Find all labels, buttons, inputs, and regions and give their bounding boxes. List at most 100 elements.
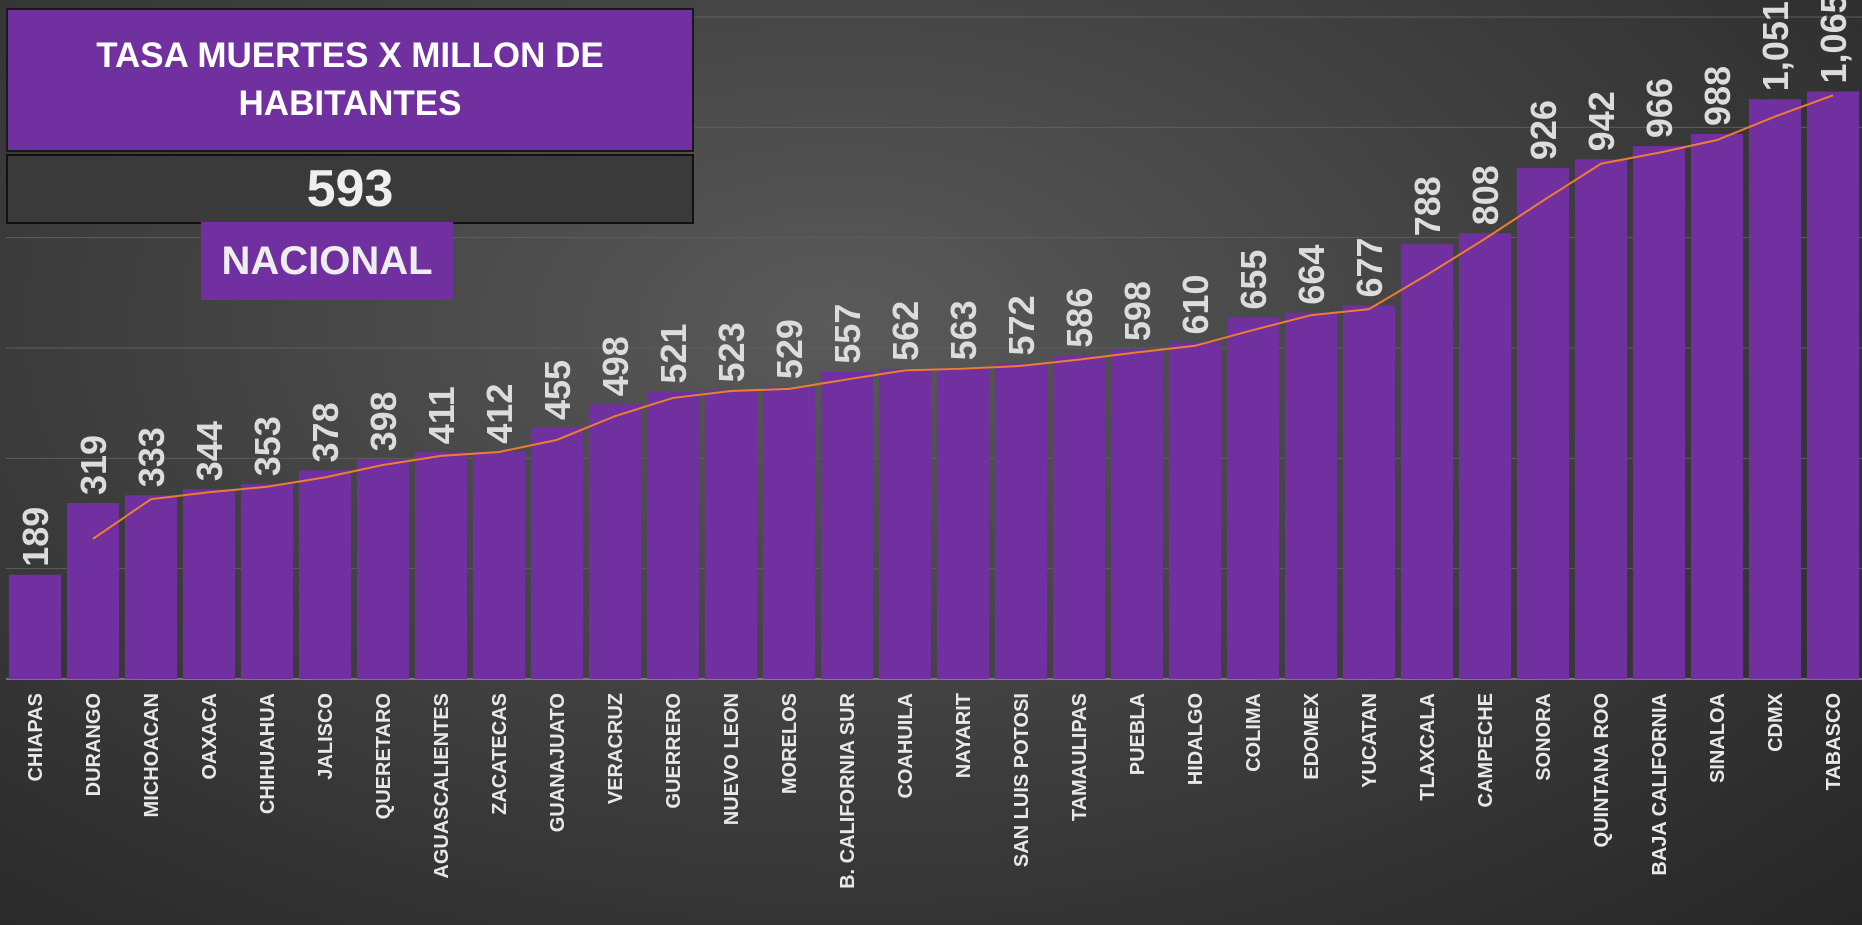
value-label: 189 — [15, 507, 56, 567]
value-label: 677 — [1349, 237, 1390, 297]
bar — [1806, 91, 1860, 680]
value-label: 808 — [1465, 165, 1506, 225]
value-label: 455 — [537, 360, 578, 420]
trend-line — [92, 94, 1834, 540]
bar — [298, 470, 352, 679]
x-tick-label: MORELOS — [779, 693, 801, 794]
bar — [1400, 244, 1454, 679]
value-label: 966 — [1639, 78, 1680, 138]
bar — [1574, 159, 1628, 679]
bar — [762, 387, 816, 679]
value-label: 521 — [653, 324, 694, 384]
bar — [124, 495, 178, 679]
bar — [1226, 317, 1280, 679]
bar — [66, 503, 120, 679]
national-value: 593 — [6, 154, 694, 224]
value-label: 1,051 — [1755, 1, 1796, 91]
value-label: 398 — [363, 391, 404, 451]
x-tick-label: TABASCO — [1823, 693, 1845, 790]
chart-title: TASA MUERTES X MILLON DE HABITANTES — [6, 8, 694, 152]
value-label: 788 — [1407, 176, 1448, 236]
x-tick-label: SINALOA — [1707, 693, 1729, 783]
x-tick-label: COLIMA — [1243, 693, 1265, 772]
national-label: NACIONAL — [201, 222, 453, 300]
x-tick-label: CHIHUAHUA — [257, 693, 279, 814]
bar — [1052, 355, 1106, 679]
bar — [1342, 305, 1396, 679]
x-tick-label: CAMPECHE — [1475, 693, 1497, 807]
x-tick-label: SONORA — [1533, 693, 1555, 781]
bar — [1458, 233, 1512, 679]
bar — [1632, 146, 1686, 680]
x-tick-label: NAYARIT — [953, 693, 975, 778]
x-tick-label: DURANGO — [83, 693, 105, 796]
bar — [530, 427, 584, 679]
x-tick-label: GUANAJUATO — [547, 693, 569, 832]
x-tick-label: NUEVO LEON — [721, 693, 743, 825]
bar — [356, 459, 410, 679]
value-label: 378 — [305, 402, 346, 462]
value-label: 557 — [827, 304, 868, 364]
x-tick-label: OAXACA — [199, 693, 221, 780]
bar — [704, 390, 758, 679]
bar — [994, 363, 1048, 679]
value-label: 523 — [711, 322, 752, 382]
x-tick-label: ZACATECAS — [489, 693, 511, 815]
bar — [878, 368, 932, 679]
x-tick-label: HIDALGO — [1185, 693, 1207, 785]
x-tick-label: COAHUILA — [895, 693, 917, 799]
bar — [472, 451, 526, 679]
value-label: 598 — [1117, 281, 1158, 341]
bar — [820, 371, 874, 679]
x-tick-label: YUCATAN — [1359, 693, 1381, 788]
x-tick-label: QUERETARO — [373, 693, 395, 819]
value-label: 333 — [131, 427, 172, 487]
value-label: 412 — [479, 384, 520, 444]
value-label: 562 — [885, 301, 926, 361]
value-label: 319 — [73, 435, 114, 495]
value-label: 1,065 — [1813, 0, 1854, 83]
bar — [646, 391, 700, 679]
x-tick-label: VERACRUZ — [605, 693, 627, 804]
x-tick-label: TAMAULIPAS — [1069, 693, 1091, 821]
bar — [1168, 342, 1222, 679]
x-tick-label: JALISCO — [315, 693, 337, 780]
value-label: 664 — [1291, 245, 1332, 305]
x-tick-label: GUERRERO — [663, 693, 685, 809]
bar — [1748, 99, 1802, 679]
value-label: 498 — [595, 336, 636, 396]
bar — [8, 574, 62, 679]
bar — [936, 368, 990, 679]
value-label: 655 — [1233, 250, 1274, 310]
x-tick-label: TLAXCALA — [1417, 693, 1439, 801]
value-label: 529 — [769, 319, 810, 379]
value-label: 344 — [189, 421, 230, 481]
x-tick-label: EDOMEX — [1301, 692, 1323, 779]
bar — [414, 452, 468, 679]
x-tick-label: QUINTANA ROO — [1591, 693, 1613, 847]
value-label: 988 — [1697, 66, 1738, 126]
x-tick-label: CDMX — [1765, 692, 1787, 752]
x-tick-label: SAN LUIS POTOSI — [1011, 693, 1033, 867]
bar — [1284, 312, 1338, 679]
bar — [240, 484, 294, 679]
value-label: 942 — [1581, 91, 1622, 151]
value-label: 572 — [1001, 295, 1042, 355]
value-label: 926 — [1523, 100, 1564, 160]
x-tick-label: BAJA CALIFORNIA — [1649, 693, 1671, 876]
x-tick-label: CHIAPAS — [25, 693, 47, 782]
bar — [182, 489, 236, 679]
bar — [1110, 349, 1164, 679]
value-label: 586 — [1059, 288, 1100, 348]
value-label: 353 — [247, 416, 288, 476]
bar — [1516, 168, 1570, 679]
x-tick-label: B. CALIFORNIA SUR — [837, 692, 859, 888]
value-label: 563 — [943, 300, 984, 360]
value-label: 610 — [1175, 274, 1216, 334]
x-tick-label: PUEBLA — [1127, 693, 1149, 775]
bar — [588, 404, 642, 679]
x-tick-label: MICHOACAN — [141, 693, 163, 817]
x-tick-label: AGUASCALIENTES — [431, 693, 453, 879]
